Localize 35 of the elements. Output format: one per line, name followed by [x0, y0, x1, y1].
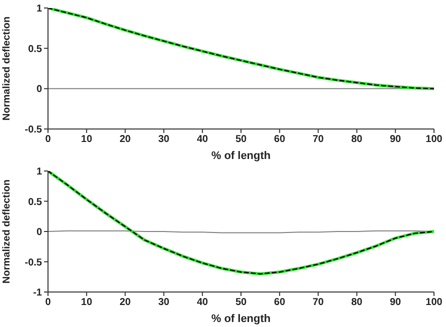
x-tick-label: 20	[120, 134, 132, 146]
x-tick-label: 0	[45, 134, 52, 146]
x-tick-label: 10	[81, 297, 93, 308]
y-tick-label: 1	[36, 4, 42, 15]
x-tick-label: 30	[158, 297, 170, 308]
x-tick-label: 40	[196, 134, 208, 146]
x-tick-label: 0	[45, 297, 52, 308]
x-tick-label: 70	[312, 297, 324, 308]
x-tick-label: 100	[426, 134, 443, 146]
y-tick-label: 0	[36, 227, 42, 238]
x-tick-label: 50	[235, 297, 247, 308]
x-tick-label: 90	[390, 297, 402, 308]
x-tick-label: 60	[274, 297, 286, 308]
y-tick-label: 0.5	[28, 196, 42, 208]
x-axis-title: % of length	[211, 150, 271, 162]
x-tick-label: 80	[351, 134, 363, 146]
x-tick-label: 40	[196, 297, 208, 308]
y-tick-label: 0	[36, 84, 42, 96]
x-tick-label: 70	[312, 134, 324, 146]
x-tick-label: 90	[390, 134, 402, 146]
y-tick-label: -1	[33, 288, 42, 299]
x-tick-label: 30	[158, 134, 170, 146]
x-tick-label: 80	[351, 297, 363, 308]
x-tick-label: 60	[274, 134, 286, 146]
x-axis-title: % of length	[211, 313, 271, 325]
x-tick-label: 50	[235, 134, 247, 146]
y-tick-label: -0.5	[24, 257, 42, 268]
x-tick-label: 20	[120, 297, 132, 308]
y-axis-title: Normalized deflection	[2, 180, 13, 284]
y-axis-title: Normalized deflection	[2, 16, 13, 120]
x-tick-label: 100	[426, 297, 443, 308]
x-tick-label: 10	[81, 134, 93, 146]
y-tick-label: 0.5	[28, 44, 42, 55]
y-tick-label: 1	[36, 166, 42, 178]
y-tick-label: -0.5	[24, 124, 42, 136]
